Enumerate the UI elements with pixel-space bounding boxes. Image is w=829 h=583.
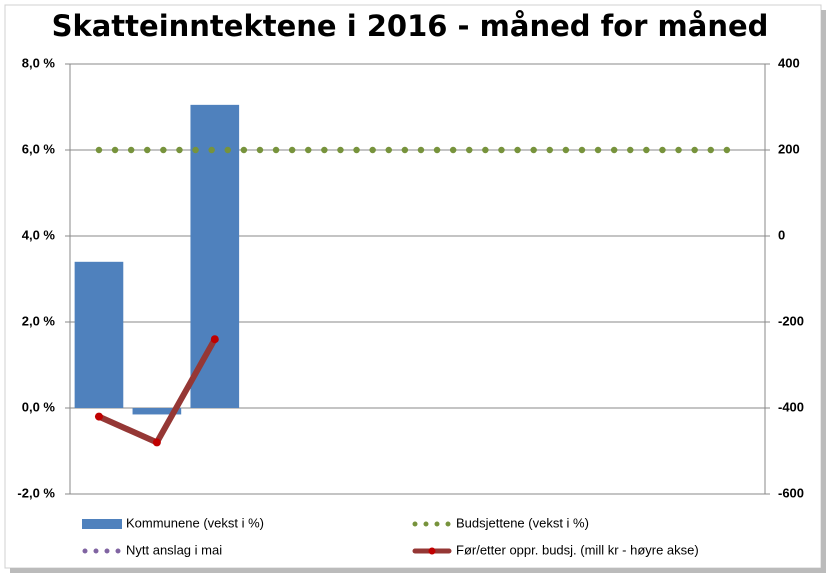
y-tick-label: 4,0 % xyxy=(22,227,56,242)
legend-label: Før/etter oppr. budsj. (mill kr - høyre … xyxy=(456,542,699,557)
y-tick-label: 8,0 % xyxy=(22,55,56,70)
frame-shadow xyxy=(821,10,826,572)
y2-tick-label: -600 xyxy=(778,485,804,500)
frame-shadow xyxy=(10,568,826,573)
legend-label: Kommunene (vekst i %) xyxy=(126,515,264,530)
line-marker xyxy=(152,438,161,447)
y2-tick-label: -200 xyxy=(778,313,804,328)
bar xyxy=(74,261,124,408)
y-tick-label: -2,0 % xyxy=(17,485,55,500)
line-marker xyxy=(94,412,103,421)
bar xyxy=(190,104,240,408)
bar xyxy=(132,408,182,415)
line-marker xyxy=(210,335,219,344)
y2-tick-label: 400 xyxy=(778,55,800,70)
y-tick-label: 2,0 % xyxy=(22,313,56,328)
chart-title: Skatteinntektene i 2016 - måned for måne… xyxy=(52,9,769,43)
y-tick-label: 0,0 % xyxy=(22,399,56,414)
y2-tick-label: 0 xyxy=(778,227,785,242)
legend-marker xyxy=(428,547,436,555)
y2-tick-label: -400 xyxy=(778,399,804,414)
y-tick-label: 6,0 % xyxy=(22,141,56,156)
legend-label: Budsjettene (vekst i %) xyxy=(456,515,589,530)
chart-frame xyxy=(4,4,822,569)
legend-label: Nytt anslag i mai xyxy=(126,542,222,557)
legend-swatch xyxy=(82,519,122,529)
y2-tick-label: 200 xyxy=(778,141,800,156)
